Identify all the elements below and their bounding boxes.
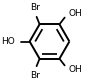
Text: Br: Br [30,71,40,80]
Text: HO: HO [2,37,15,46]
Text: OH: OH [68,65,82,74]
Text: OH: OH [68,9,82,18]
Text: Br: Br [30,3,40,12]
